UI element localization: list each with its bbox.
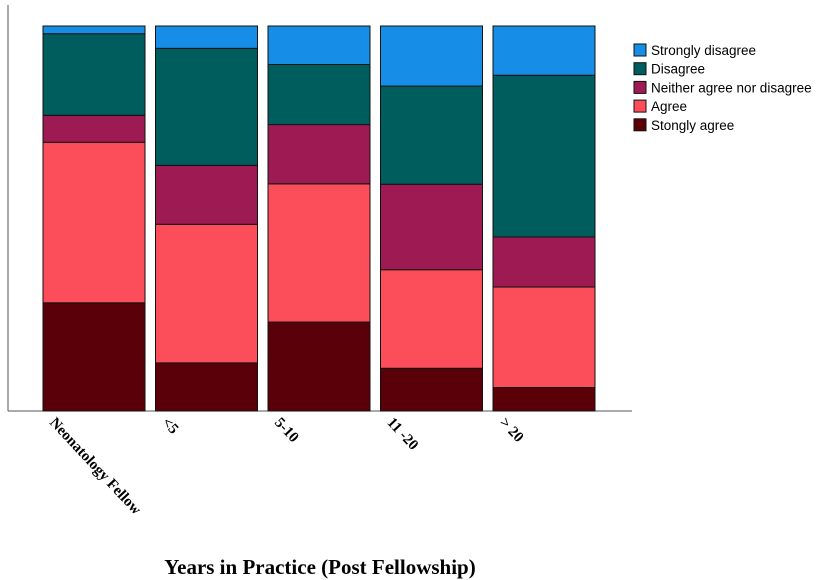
bar-segment-5-strongly-disagree [155, 25, 258, 49]
legend-swatch-strongly-disagree [633, 43, 647, 57]
legend-swatch-neither-agree-nor-disagree [633, 80, 647, 94]
bar-segment-5-10-stongly-agree [267, 321, 371, 412]
x-tick-label-20: > 20 [496, 415, 526, 446]
bar-segment-20-agree [492, 286, 596, 389]
bar-group [42, 25, 596, 412]
legend-label-neither-agree-nor-disagree: Neither agree nor disagree [651, 80, 812, 95]
x-tick-labels: Neonatology Fellow <5 5-10 11 -20 > 20 [46, 415, 526, 518]
bar-segment-5-10-agree [267, 183, 371, 323]
bar-segment-20-neither-agree-nor-disagree [492, 236, 596, 288]
legend-swatch-agree [633, 99, 647, 113]
bar-segment-20-stongly-agree [492, 387, 596, 412]
legend-label-disagree: Disagree [651, 62, 705, 77]
bar-segment-5-10-neither-agree-nor-disagree [267, 124, 371, 185]
bar-segment-11-20-disagree [380, 85, 483, 185]
bar-segment-11-20-agree [380, 269, 483, 369]
bar-segment-11-20-strongly-disagree [380, 25, 483, 87]
x-tick-label-5-10: 5-10 [271, 415, 301, 446]
bar-segment-5-neither-agree-nor-disagree [155, 164, 258, 225]
bar-segment-5-agree [155, 223, 258, 364]
x-axis-title: Years in Practice (Post Fellowship) [164, 555, 476, 579]
bar-segment-neonatology-fellow-neither-agree-nor-disagree [42, 114, 146, 143]
legend-swatch-stongly-agree [633, 118, 647, 132]
bar-segment-20-disagree [492, 74, 596, 238]
bar-segment-5-10-strongly-disagree [267, 25, 371, 65]
bar-segment-5-stongly-agree [155, 362, 258, 412]
x-tick-label-5: <5 [159, 415, 182, 438]
legend-label-stongly-agree: Stongly agree [651, 118, 734, 133]
bar-segment-5-disagree [155, 47, 258, 166]
bar-segment-11-20-neither-agree-nor-disagree [380, 183, 483, 271]
bar-segment-11-20-stongly-agree [380, 367, 483, 412]
legend-swatch-disagree [633, 62, 647, 76]
bar-segment-5-10-disagree [267, 64, 371, 126]
bar-segment-neonatology-fellow-disagree [42, 33, 146, 116]
x-tick-label-neonatology-fellow: Neonatology Fellow [46, 415, 144, 518]
legend-label-strongly-disagree: Strongly disagree [651, 43, 756, 58]
legend-label-agree: Agree [651, 99, 687, 114]
bar-segment-neonatology-fellow-agree [42, 141, 146, 304]
bar-segment-20-strongly-disagree [492, 25, 596, 76]
x-tick-label-11-20: 11 -20 [384, 415, 422, 454]
bar-segment-neonatology-fellow-strongly-disagree [42, 25, 146, 35]
legend: Strongly disagree Disagree Neither agree n… [633, 43, 812, 133]
bar-segment-neonatology-fellow-stongly-agree [42, 302, 146, 412]
